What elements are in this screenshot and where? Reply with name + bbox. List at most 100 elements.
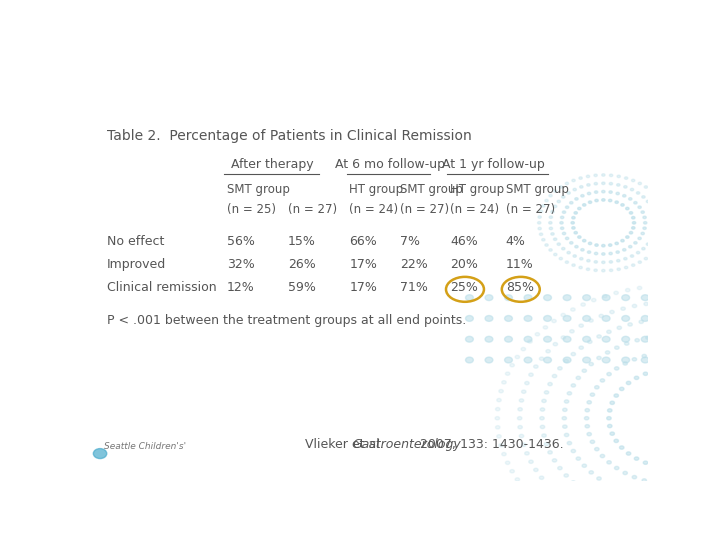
Circle shape (634, 201, 637, 204)
Circle shape (544, 357, 552, 363)
Text: Gastroenterology: Gastroenterology (352, 438, 461, 451)
Circle shape (580, 258, 583, 260)
Circle shape (631, 227, 635, 229)
Circle shape (607, 330, 611, 334)
Text: At 1 yr follow-up: At 1 yr follow-up (442, 158, 544, 171)
Circle shape (559, 186, 562, 188)
Text: Table 2.  Percentage of Patients in Clinical Remission: Table 2. Percentage of Patients in Clini… (107, 129, 472, 143)
Circle shape (634, 376, 639, 380)
Text: 56%: 56% (227, 235, 255, 248)
Circle shape (525, 381, 529, 385)
Circle shape (564, 400, 569, 403)
Circle shape (466, 336, 473, 342)
Text: (n = 24): (n = 24) (349, 203, 399, 216)
Circle shape (630, 188, 634, 191)
Circle shape (557, 200, 560, 202)
Circle shape (588, 340, 592, 343)
Circle shape (674, 516, 678, 519)
Circle shape (694, 464, 699, 467)
Circle shape (609, 183, 613, 185)
Circle shape (560, 216, 564, 219)
Circle shape (521, 390, 526, 393)
Circle shape (579, 266, 582, 269)
Circle shape (528, 340, 532, 343)
Circle shape (499, 389, 503, 393)
Circle shape (538, 221, 541, 224)
Circle shape (564, 433, 569, 437)
Circle shape (594, 183, 598, 185)
Text: Improved: Improved (107, 258, 166, 271)
Circle shape (544, 336, 552, 342)
Circle shape (505, 336, 513, 342)
Circle shape (563, 336, 571, 342)
Circle shape (664, 210, 667, 213)
Circle shape (595, 191, 598, 193)
Text: (n = 27): (n = 27) (505, 203, 555, 216)
Circle shape (692, 301, 696, 304)
Circle shape (629, 198, 632, 200)
Circle shape (572, 217, 575, 219)
Circle shape (549, 227, 552, 230)
Circle shape (674, 317, 678, 320)
Circle shape (607, 503, 611, 507)
Circle shape (654, 216, 657, 218)
Circle shape (632, 476, 636, 479)
Circle shape (582, 239, 586, 242)
Circle shape (621, 307, 626, 310)
Circle shape (589, 362, 593, 366)
Circle shape (646, 336, 650, 339)
Circle shape (577, 207, 581, 210)
Circle shape (642, 479, 647, 482)
Circle shape (668, 500, 672, 503)
Text: (n = 27): (n = 27) (288, 203, 337, 216)
Circle shape (565, 206, 569, 208)
Circle shape (581, 248, 584, 251)
Circle shape (602, 182, 605, 185)
Circle shape (624, 186, 627, 188)
Circle shape (544, 315, 552, 321)
Circle shape (544, 295, 552, 301)
Circle shape (585, 416, 589, 420)
Circle shape (576, 376, 580, 380)
Circle shape (540, 426, 545, 429)
Circle shape (562, 408, 567, 411)
Circle shape (570, 503, 574, 507)
Circle shape (715, 357, 719, 361)
Circle shape (545, 199, 548, 202)
Circle shape (608, 424, 612, 428)
Circle shape (680, 533, 684, 536)
Circle shape (586, 175, 590, 178)
Circle shape (580, 186, 583, 188)
Circle shape (510, 470, 514, 473)
Circle shape (665, 227, 669, 230)
Text: Seattle Children's': Seattle Children's' (104, 442, 186, 451)
Circle shape (600, 379, 605, 382)
Circle shape (561, 336, 565, 339)
Text: After therapy: After therapy (231, 158, 314, 171)
Circle shape (663, 466, 667, 469)
Circle shape (577, 236, 581, 238)
Circle shape (706, 479, 710, 482)
Circle shape (567, 442, 572, 445)
Circle shape (567, 392, 572, 395)
Circle shape (505, 357, 513, 363)
Circle shape (610, 310, 614, 314)
Circle shape (562, 247, 565, 250)
Circle shape (623, 362, 627, 365)
Text: 25%: 25% (450, 281, 478, 294)
Circle shape (602, 336, 610, 342)
Circle shape (654, 194, 658, 197)
Circle shape (656, 532, 660, 536)
Circle shape (574, 212, 577, 214)
Circle shape (518, 426, 522, 429)
Circle shape (554, 238, 557, 240)
Circle shape (571, 221, 575, 224)
Circle shape (94, 449, 107, 458)
Circle shape (642, 295, 649, 301)
Circle shape (505, 315, 513, 321)
Text: (n = 25): (n = 25) (227, 203, 276, 216)
Circle shape (617, 268, 621, 271)
Circle shape (571, 353, 575, 356)
Circle shape (662, 239, 665, 241)
Circle shape (652, 352, 657, 355)
